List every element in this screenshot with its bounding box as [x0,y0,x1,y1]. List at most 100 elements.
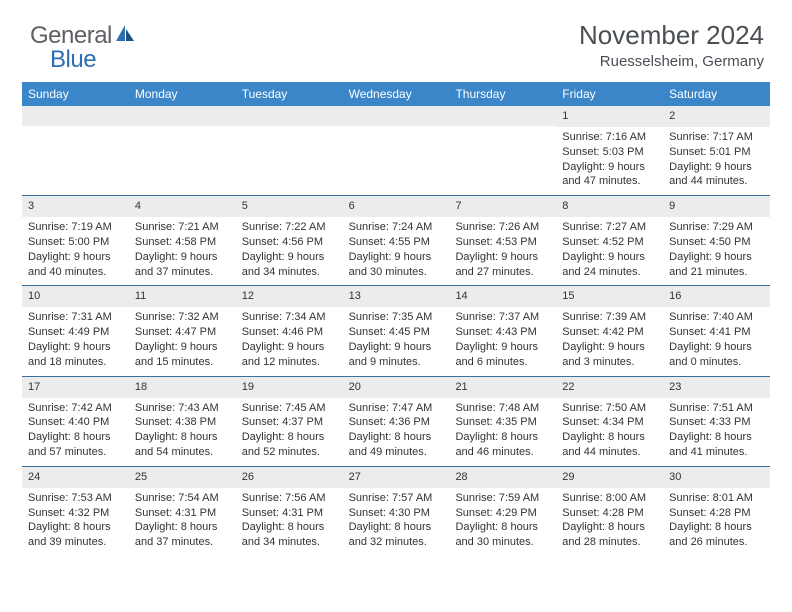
daylight1-text: Daylight: 9 hours [669,160,764,175]
daylight2-text: and 6 minutes. [455,355,550,370]
daylight1-text: Daylight: 8 hours [455,520,550,535]
daylight1-text: Daylight: 9 hours [455,340,550,355]
daylight1-text: Daylight: 8 hours [669,520,764,535]
day-header: Sunday [22,82,129,106]
day-number: 3 [22,196,129,217]
day-number: 11 [129,286,236,307]
day-info: Sunrise: 7:31 AMSunset: 4:49 PMDaylight:… [22,307,129,375]
calendar-cell: 22Sunrise: 7:50 AMSunset: 4:34 PMDayligh… [556,377,663,466]
day-number: 26 [236,467,343,488]
daylight1-text: Daylight: 8 hours [562,520,657,535]
daylight2-text: and 46 minutes. [455,445,550,460]
daylight2-text: and 34 minutes. [242,265,337,280]
day-number: 29 [556,467,663,488]
daylight2-text: and 44 minutes. [562,445,657,460]
day-number [236,106,343,126]
sunset-text: Sunset: 4:37 PM [242,415,337,430]
day-info: Sunrise: 7:42 AMSunset: 4:40 PMDaylight:… [22,398,129,466]
sunset-text: Sunset: 4:56 PM [242,235,337,250]
day-header: Saturday [663,82,770,106]
calendar-cell: 11Sunrise: 7:32 AMSunset: 4:47 PMDayligh… [129,286,236,375]
logo-text-blue: Blue [50,46,96,74]
day-info: Sunrise: 7:22 AMSunset: 4:56 PMDaylight:… [236,217,343,285]
daylight2-text: and 26 minutes. [669,535,764,550]
sunrise-text: Sunrise: 7:22 AM [242,220,337,235]
daylight2-text: and 24 minutes. [562,265,657,280]
daylight2-text: and 0 minutes. [669,355,764,370]
week-row: 17Sunrise: 7:42 AMSunset: 4:40 PMDayligh… [22,376,770,466]
calendar-cell [129,106,236,195]
day-header: Wednesday [343,82,450,106]
sunrise-text: Sunrise: 7:54 AM [135,491,230,506]
sunset-text: Sunset: 4:43 PM [455,325,550,340]
calendar-cell: 20 Sunrise: 7:47 AMSunset: 4:36 PMDayligh… [343,377,450,466]
day-info: Sunrise: 7:37 AMSunset: 4:43 PMDaylight:… [449,307,556,375]
day-number [449,106,556,126]
sunrise-text: Sunrise: 7:47 AM [349,401,444,416]
day-number: 4 [129,196,236,217]
daylight1-text: Daylight: 8 hours [349,520,444,535]
day-number: 12 [236,286,343,307]
calendar-cell: 23Sunrise: 7:51 AMSunset: 4:33 PMDayligh… [663,377,770,466]
day-number: 27 [343,467,450,488]
daylight2-text: and 32 minutes. [349,535,444,550]
day-info: Sunrise: 7:26 AMSunset: 4:53 PMDaylight:… [449,217,556,285]
sunrise-text: Sunrise: 7:59 AM [455,491,550,506]
calendar-cell: 19Sunrise: 7:45 AMSunset: 4:37 PMDayligh… [236,377,343,466]
day-number [129,106,236,126]
daylight1-text: Daylight: 9 hours [349,250,444,265]
calendar-cell: 13Sunrise: 7:35 AMSunset: 4:45 PMDayligh… [343,286,450,375]
sunrise-text: Sunrise: 7:39 AM [562,310,657,325]
daylight1-text: Daylight: 9 hours [669,340,764,355]
daylight1-text: Daylight: 8 hours [28,520,123,535]
calendar-cell: 18Sunrise: 7:43 AMSunset: 4:38 PMDayligh… [129,377,236,466]
day-number: 22 [556,377,663,398]
daylight1-text: Daylight: 9 hours [562,340,657,355]
sunset-text: Sunset: 4:46 PM [242,325,337,340]
day-info: Sunrise: 7:50 AMSunset: 4:34 PMDaylight:… [556,398,663,466]
week-row: 1Sunrise: 7:16 AMSunset: 5:03 PMDaylight… [22,106,770,195]
day-info: Sunrise: 7:59 AMSunset: 4:29 PMDaylight:… [449,488,556,556]
daylight1-text: Daylight: 8 hours [28,430,123,445]
sunrise-text: Sunrise: 7:56 AM [242,491,337,506]
calendar-cell: 12Sunrise: 7:34 AMSunset: 4:46 PMDayligh… [236,286,343,375]
calendar-cell: 27Sunrise: 7:57 AMSunset: 4:30 PMDayligh… [343,467,450,556]
sunset-text: Sunset: 4:55 PM [349,235,444,250]
day-info: Sunrise: 7:27 AMSunset: 4:52 PMDaylight:… [556,217,663,285]
day-number: 20 [343,377,450,398]
calendar: Sunday Monday Tuesday Wednesday Thursday… [22,82,770,556]
calendar-cell: 6Sunrise: 7:24 AMSunset: 4:55 PMDaylight… [343,196,450,285]
sunrise-text: Sunrise: 7:26 AM [455,220,550,235]
day-number [343,106,450,126]
day-number: 24 [22,467,129,488]
header: November 2024 Ruesselsheim, Germany [579,20,764,70]
day-info: Sunrise: 7:19 AMSunset: 5:00 PMDaylight:… [22,217,129,285]
calendar-cell: 16Sunrise: 7:40 AMSunset: 4:41 PMDayligh… [663,286,770,375]
sunrise-text: Sunrise: 7:32 AM [135,310,230,325]
day-number: 13 [343,286,450,307]
day-number: 30 [663,467,770,488]
day-info: Sunrise: 7:39 AMSunset: 4:42 PMDaylight:… [556,307,663,375]
daylight1-text: Daylight: 8 hours [349,430,444,445]
day-number: 6 [343,196,450,217]
sunrise-text: Sunrise: 7:43 AM [135,401,230,416]
day-header: Tuesday [236,82,343,106]
day-info: Sunrise: 7:57 AMSunset: 4:30 PMDaylight:… [343,488,450,556]
day-number: 5 [236,196,343,217]
calendar-cell: 2Sunrise: 7:17 AMSunset: 5:01 PMDaylight… [663,106,770,195]
daylight1-text: Daylight: 8 hours [135,430,230,445]
daylight1-text: Daylight: 8 hours [562,430,657,445]
calendar-cell [236,106,343,195]
sunset-text: Sunset: 4:36 PM [349,415,444,430]
daylight2-text: and 39 minutes. [28,535,123,550]
sunrise-text: Sunrise: 7:48 AM [455,401,550,416]
sunset-text: Sunset: 4:31 PM [242,506,337,521]
sunset-text: Sunset: 4:58 PM [135,235,230,250]
sunset-text: Sunset: 5:03 PM [562,145,657,160]
daylight2-text: and 3 minutes. [562,355,657,370]
calendar-cell [449,106,556,195]
sunrise-text: Sunrise: 7:17 AM [669,130,764,145]
day-number: 2 [663,106,770,127]
daylight2-text: and 37 minutes. [135,535,230,550]
daylight2-text: and 52 minutes. [242,445,337,460]
